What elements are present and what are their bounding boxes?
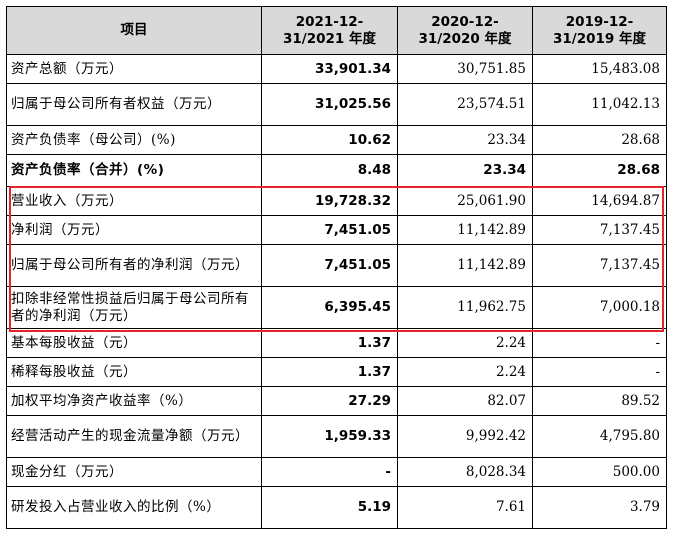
value-2020: 11,962.75 (397, 286, 533, 329)
value-2021: 1,959.33 (261, 415, 398, 458)
value-2020: 8,028.34 (397, 457, 533, 487)
row-label: 研发投入占营业收入的比例（%） (6, 486, 262, 529)
header-2020: 2020-12-31/2020 年度 (397, 6, 533, 55)
value-2019: 11,042.13 (532, 83, 667, 126)
value-2021: 1.37 (261, 328, 398, 358)
value-2021: 6,395.45 (261, 286, 398, 329)
table-row: 归属于母公司所有者权益（万元） 31,025.56 23,574.51 11,0… (6, 83, 667, 126)
value-2020: 2.24 (397, 357, 533, 387)
row-label: 加权平均净资产收益率（%） (6, 386, 262, 416)
value-2021: 31,025.56 (261, 83, 398, 126)
header-item: 项目 (6, 6, 262, 55)
value-2019: 28.68 (532, 125, 667, 155)
table-row: 净利润（万元） 7,451.05 11,142.89 7,137.45 (6, 215, 667, 245)
row-label: 资产负债率（合并）(%) (6, 154, 262, 187)
row-label: 经营活动产生的现金流量净额（万元） (6, 415, 262, 458)
value-2021: 10.62 (261, 125, 398, 155)
value-2021: 5.19 (261, 486, 398, 529)
value-2021: 7,451.05 (261, 244, 398, 287)
table-row: 现金分红（万元） - 8,028.34 500.00 (6, 457, 667, 487)
row-label: 现金分红（万元） (6, 457, 262, 487)
value-2021: 27.29 (261, 386, 398, 416)
table-row: 稀释每股收益（元） 1.37 2.24 - (6, 357, 667, 387)
value-2019: 4,795.80 (532, 415, 667, 458)
value-2019: 7,137.45 (532, 215, 667, 245)
financial-indicators-table: 项目 2021-12-31/2021 年度 2020-12-31/2020 年度… (6, 6, 667, 529)
value-2020: 23,574.51 (397, 83, 533, 126)
row-label: 归属于母公司所有者的净利润（万元） (6, 244, 262, 287)
value-2020: 7.61 (397, 486, 533, 529)
value-2019: - (532, 357, 667, 387)
row-label: 扣除非经常性损益后归属于母公司所有者的净利润（万元） (6, 286, 262, 329)
value-2020: 23.34 (397, 154, 533, 187)
table-row: 资产负债率（合并）(%) 8.48 23.34 28.68 (6, 154, 667, 187)
value-2020: 11,142.89 (397, 244, 533, 287)
header-row: 项目 2021-12-31/2021 年度 2020-12-31/2020 年度… (6, 6, 667, 55)
table-row: 基本每股收益（元） 1.37 2.24 - (6, 328, 667, 358)
value-2019: 14,694.87 (532, 186, 667, 216)
table-row: 经营活动产生的现金流量净额（万元） 1,959.33 9,992.42 4,79… (6, 415, 667, 458)
row-label: 资产总额（万元） (6, 54, 262, 84)
value-2021: 19,728.32 (261, 186, 398, 216)
value-2020: 11,142.89 (397, 215, 533, 245)
value-2019: 15,483.08 (532, 54, 667, 84)
value-2019: 7,000.18 (532, 286, 667, 329)
value-2019: - (532, 328, 667, 358)
header-2019: 2019-12-31/2019 年度 (532, 6, 667, 55)
table-row: 资产总额（万元） 33,901.34 30,751.85 15,483.08 (6, 54, 667, 84)
value-2020: 82.07 (397, 386, 533, 416)
table-row: 加权平均净资产收益率（%） 27.29 82.07 89.52 (6, 386, 667, 416)
row-label: 净利润（万元） (6, 215, 262, 245)
value-2019: 7,137.45 (532, 244, 667, 287)
table-row: 研发投入占营业收入的比例（%） 5.19 7.61 3.79 (6, 486, 667, 529)
row-label: 营业收入（万元） (6, 186, 262, 216)
value-2020: 2.24 (397, 328, 533, 358)
table-row: 归属于母公司所有者的净利润（万元） 7,451.05 11,142.89 7,1… (6, 244, 667, 287)
row-label: 归属于母公司所有者权益（万元） (6, 83, 262, 126)
value-2020: 25,061.90 (397, 186, 533, 216)
value-2020: 9,992.42 (397, 415, 533, 458)
row-label: 资产负债率（母公司）(%) (6, 125, 262, 155)
value-2019: 28.68 (532, 154, 667, 187)
value-2019: 3.79 (532, 486, 667, 529)
header-2021: 2021-12-31/2021 年度 (261, 6, 398, 55)
value-2021: 7,451.05 (261, 215, 398, 245)
value-2021: 1.37 (261, 357, 398, 387)
value-2019: 500.00 (532, 457, 667, 487)
table-row: 营业收入（万元） 19,728.32 25,061.90 14,694.87 (6, 186, 667, 216)
table-row: 扣除非经常性损益后归属于母公司所有者的净利润（万元） 6,395.45 11,9… (6, 286, 667, 329)
value-2019: 89.52 (532, 386, 667, 416)
value-2021: - (261, 457, 398, 487)
value-2020: 30,751.85 (397, 54, 533, 84)
row-label: 基本每股收益（元） (6, 328, 262, 358)
value-2021: 33,901.34 (261, 54, 398, 84)
value-2021: 8.48 (261, 154, 398, 187)
value-2020: 23.34 (397, 125, 533, 155)
row-label: 稀释每股收益（元） (6, 357, 262, 387)
table-row: 资产负债率（母公司）(%) 10.62 23.34 28.68 (6, 125, 667, 155)
